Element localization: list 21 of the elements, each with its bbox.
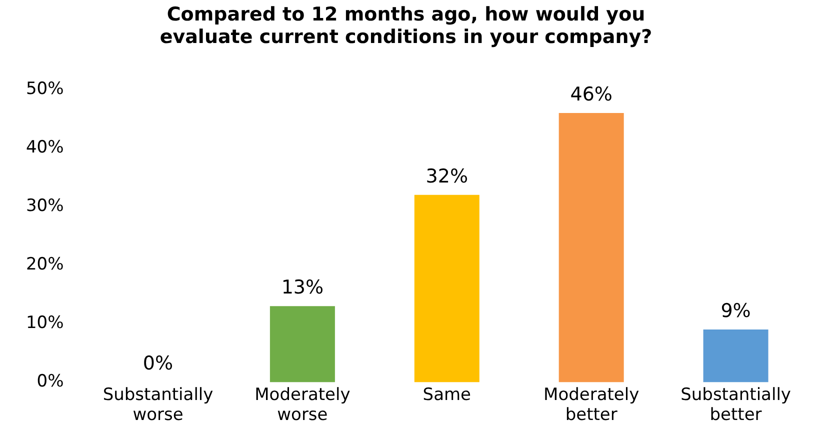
- bar: [703, 330, 768, 382]
- bar: [270, 306, 335, 382]
- x-tick-label: Moderately better: [544, 384, 640, 426]
- chart-title: Compared to 12 months ago, how would you evaluate current conditions in your company?: [160, 3, 652, 48]
- x-tick-label: Substantially worse: [102, 384, 214, 426]
- x-tick-label: Moderately worse: [254, 384, 350, 426]
- bar: [558, 113, 624, 382]
- y-tick-label: 40%: [26, 138, 64, 158]
- y-tick-label: 10%: [26, 313, 64, 334]
- bar: [414, 194, 480, 382]
- data-label: 32%: [426, 165, 468, 188]
- x-tick-label: Substantially better: [680, 384, 791, 426]
- data-label: 0%: [142, 352, 174, 375]
- y-tick-label: 0%: [36, 372, 64, 392]
- y-tick-label: 20%: [26, 254, 64, 275]
- y-tick-label: 50%: [26, 79, 64, 100]
- data-label: 13%: [281, 276, 324, 299]
- data-label: 9%: [720, 300, 751, 322]
- data-label: 46%: [570, 83, 612, 106]
- y-tick-label: 30%: [26, 196, 64, 216]
- x-tick-label: Same: [422, 384, 472, 405]
